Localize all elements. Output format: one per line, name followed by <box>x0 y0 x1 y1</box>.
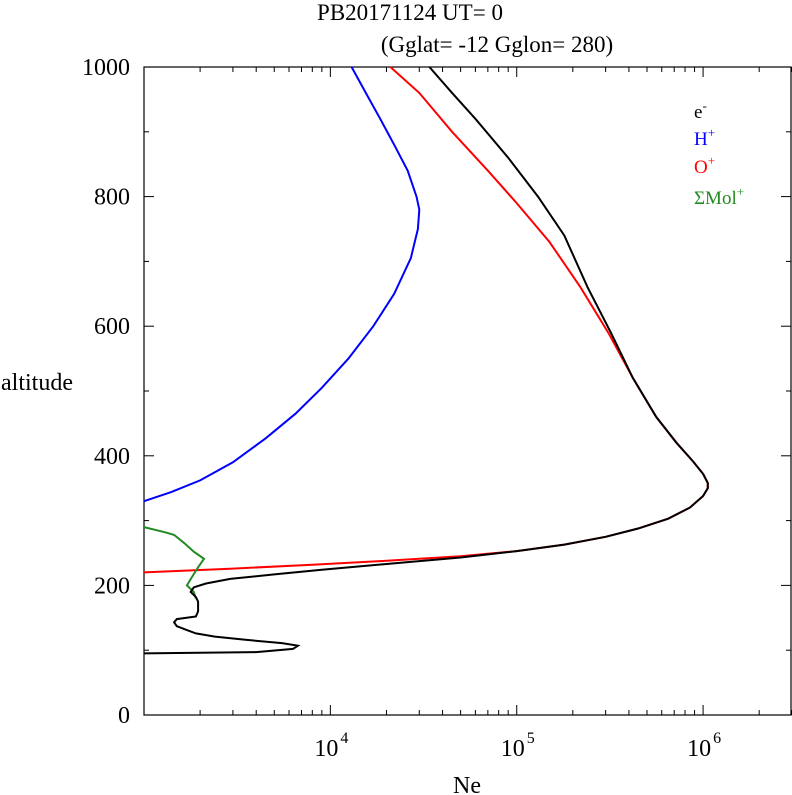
x-tick-label: 10 <box>687 736 711 762</box>
y-tick-label: 0 <box>118 703 130 729</box>
series-line-oxygen-ion <box>143 66 709 574</box>
y-tick-label: 1000 <box>82 55 130 81</box>
y-axis: 0 200 400 600 800 1000 <box>82 55 791 729</box>
x-tick-label: 10 <box>314 736 338 762</box>
series-line-molecular-ion <box>143 526 206 599</box>
legend-entry-oxygen-ion: O+ <box>694 153 715 178</box>
legend-entry-molecular-ion: ΣMol+ <box>694 184 744 209</box>
x-tick-label-exponent: 4 <box>340 730 348 747</box>
series-line-hydrogen-ion <box>143 66 421 503</box>
x-axis-label: Ne <box>453 773 481 795</box>
y-axis-label: altitude <box>1 370 73 396</box>
x-tick-label: 10 <box>501 736 525 762</box>
y-tick-label: 400 <box>94 444 130 470</box>
x-tick-label-exponent: 5 <box>527 730 535 747</box>
y-tick-label: 200 <box>94 573 130 599</box>
series-lines <box>143 66 709 655</box>
title-line-1: PB20171124 UT= 0 <box>317 0 503 25</box>
series-line-electron <box>143 66 709 655</box>
legend-entry-electron: e- <box>694 98 707 123</box>
title-line-2: (Gglat= -12 Gglon= 280) <box>381 32 613 57</box>
x-axis: 10 4 10 5 10 6 <box>143 67 792 762</box>
chart-title: PB20171124 UT= 0 (Gglat= -12 Gglon= 280) <box>317 0 613 57</box>
axis-labels: Ne altitude <box>1 370 481 795</box>
y-tick-label: 600 <box>94 314 130 340</box>
y-tick-label: 800 <box>94 185 130 211</box>
legend: e-H+ O+ ΣMol+ <box>694 98 744 209</box>
x-tick-label-exponent: 6 <box>713 730 721 747</box>
legend-entry-hydrogen-ion: H+ <box>694 125 715 150</box>
